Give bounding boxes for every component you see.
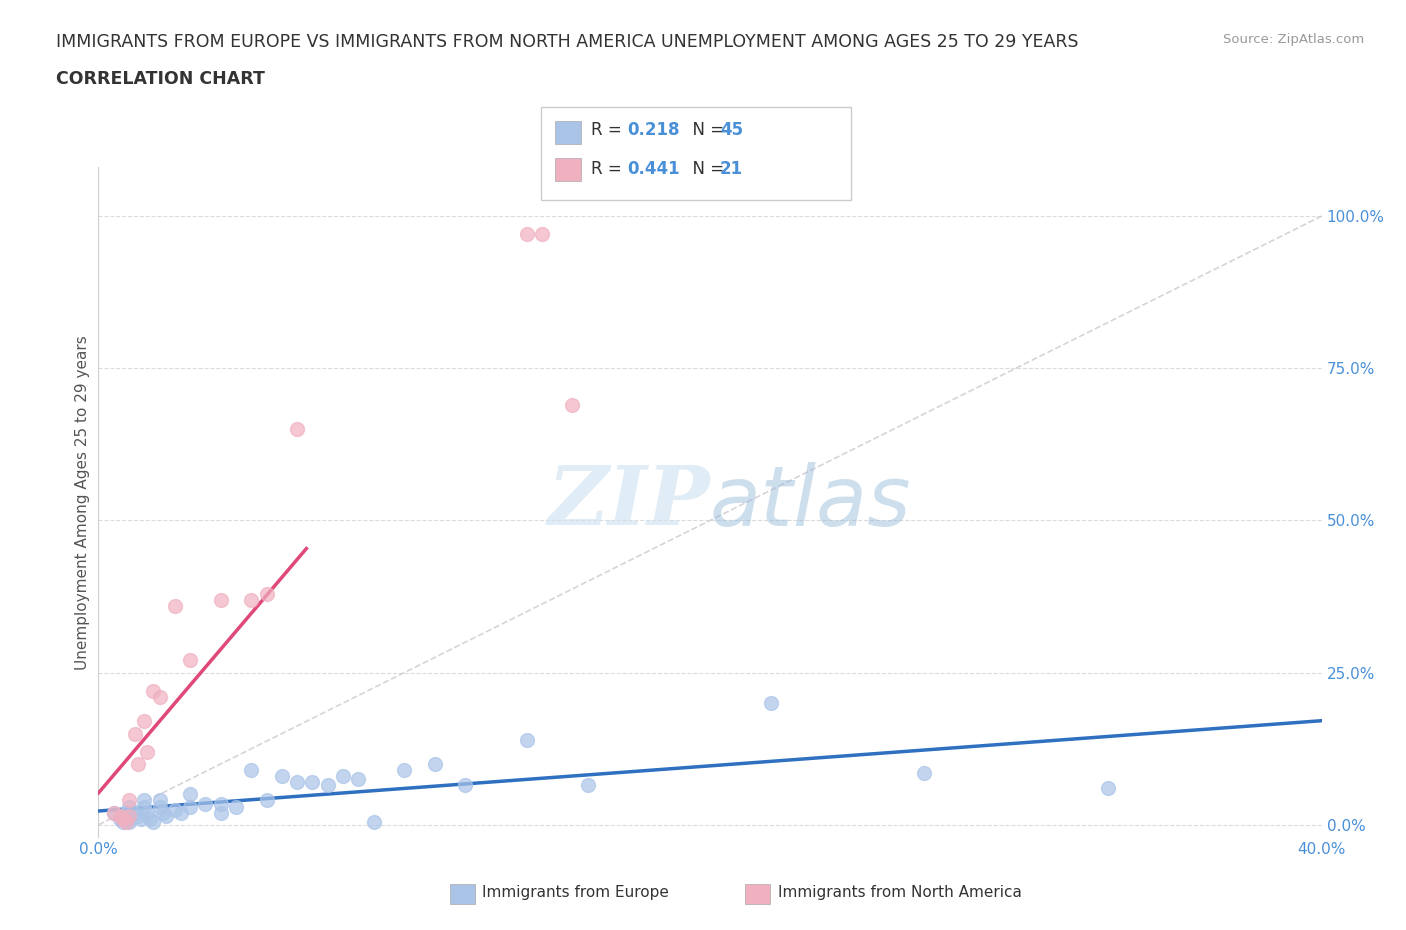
Point xyxy=(179,787,201,802)
Point xyxy=(209,592,232,607)
Point xyxy=(155,808,177,823)
Point xyxy=(118,799,141,814)
Point xyxy=(124,805,146,820)
Point xyxy=(108,808,131,823)
Point xyxy=(115,805,138,820)
Point xyxy=(576,777,599,792)
Point xyxy=(142,684,165,698)
Point xyxy=(454,777,477,792)
Point xyxy=(127,756,149,771)
Point xyxy=(139,811,162,826)
Point xyxy=(149,799,172,814)
Point xyxy=(118,811,141,826)
Point xyxy=(516,227,538,242)
Point xyxy=(270,769,292,784)
Point xyxy=(240,763,263,777)
Point xyxy=(256,586,278,601)
Text: 21: 21 xyxy=(720,160,742,179)
Text: N =: N = xyxy=(682,160,730,179)
Point xyxy=(912,765,935,780)
Point xyxy=(111,815,134,830)
Point xyxy=(316,777,339,792)
Text: 45: 45 xyxy=(720,121,742,140)
Point xyxy=(149,689,172,704)
Point xyxy=(103,805,125,820)
Point xyxy=(134,799,156,814)
Point xyxy=(194,796,217,811)
Point xyxy=(179,799,201,814)
Text: 0.441: 0.441 xyxy=(627,160,679,179)
Text: Immigrants from North America: Immigrants from North America xyxy=(778,885,1021,900)
Point xyxy=(363,815,385,830)
Y-axis label: Unemployment Among Ages 25 to 29 years: Unemployment Among Ages 25 to 29 years xyxy=(75,335,90,670)
Point xyxy=(149,793,172,808)
Point xyxy=(134,714,156,729)
Point xyxy=(152,805,174,820)
Point xyxy=(118,793,141,808)
Point xyxy=(347,772,370,787)
Point xyxy=(225,799,247,814)
Point xyxy=(209,796,232,811)
Point xyxy=(163,598,186,613)
Point xyxy=(134,793,156,808)
Text: 0.218: 0.218 xyxy=(627,121,679,140)
Point xyxy=(142,815,165,830)
Point xyxy=(163,803,186,817)
Point xyxy=(170,805,193,820)
Point xyxy=(118,815,141,830)
Point xyxy=(301,775,323,790)
Point xyxy=(129,811,152,826)
Point xyxy=(423,756,446,771)
Point xyxy=(256,793,278,808)
Point xyxy=(209,805,232,820)
Point xyxy=(124,726,146,741)
Point xyxy=(136,805,159,820)
Point xyxy=(136,744,159,759)
Point xyxy=(108,811,131,826)
Point xyxy=(118,808,141,823)
Point xyxy=(285,775,308,790)
Text: N =: N = xyxy=(682,121,730,140)
Point xyxy=(530,227,553,242)
Point xyxy=(103,805,125,820)
Point xyxy=(561,397,583,412)
Text: ZIP: ZIP xyxy=(547,462,710,542)
Text: Source: ZipAtlas.com: Source: ZipAtlas.com xyxy=(1223,33,1364,46)
Point xyxy=(759,696,782,711)
Point xyxy=(516,732,538,747)
Point xyxy=(240,592,263,607)
Point xyxy=(127,808,149,823)
Text: IMMIGRANTS FROM EUROPE VS IMMIGRANTS FROM NORTH AMERICA UNEMPLOYMENT AMONG AGES : IMMIGRANTS FROM EUROPE VS IMMIGRANTS FRO… xyxy=(56,33,1078,50)
Point xyxy=(1097,781,1119,796)
Point xyxy=(118,808,141,823)
Point xyxy=(111,811,134,826)
Point xyxy=(285,421,308,436)
Text: atlas: atlas xyxy=(710,461,911,543)
Text: CORRELATION CHART: CORRELATION CHART xyxy=(56,70,266,87)
Point xyxy=(115,815,138,830)
Point xyxy=(392,763,416,777)
Text: Immigrants from Europe: Immigrants from Europe xyxy=(482,885,669,900)
Point xyxy=(332,769,354,784)
Text: R =: R = xyxy=(591,160,627,179)
Text: R =: R = xyxy=(591,121,627,140)
Point xyxy=(179,653,201,668)
